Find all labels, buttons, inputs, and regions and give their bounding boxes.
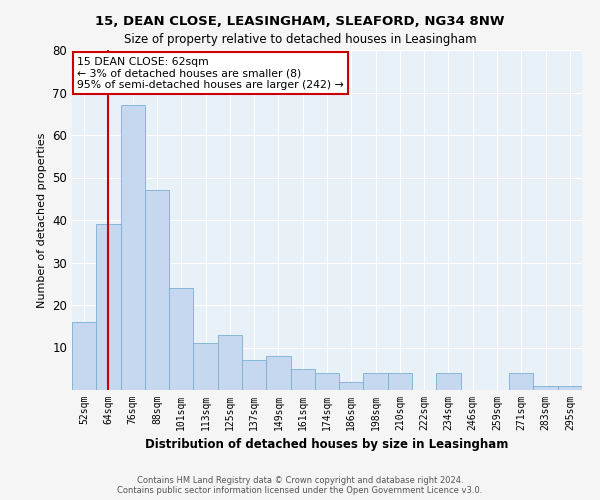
Bar	[72, 322, 96, 390]
Bar	[290, 369, 315, 390]
Bar	[96, 224, 121, 390]
Bar	[169, 288, 193, 390]
Text: 15 DEAN CLOSE: 62sqm
← 3% of detached houses are smaller (8)
95% of semi-detache: 15 DEAN CLOSE: 62sqm ← 3% of detached ho…	[77, 57, 344, 90]
Bar	[364, 373, 388, 390]
Bar	[388, 373, 412, 390]
X-axis label: Distribution of detached houses by size in Leasingham: Distribution of detached houses by size …	[145, 438, 509, 452]
Bar	[509, 373, 533, 390]
Bar	[218, 335, 242, 390]
Text: 15, DEAN CLOSE, LEASINGHAM, SLEAFORD, NG34 8NW: 15, DEAN CLOSE, LEASINGHAM, SLEAFORD, NG…	[95, 15, 505, 28]
Bar	[121, 106, 145, 390]
Bar	[266, 356, 290, 390]
Text: Size of property relative to detached houses in Leasingham: Size of property relative to detached ho…	[124, 32, 476, 46]
Bar	[193, 343, 218, 390]
Y-axis label: Number of detached properties: Number of detached properties	[37, 132, 47, 308]
Bar	[436, 373, 461, 390]
Bar	[533, 386, 558, 390]
Bar	[558, 386, 582, 390]
Bar	[242, 360, 266, 390]
Text: Contains HM Land Registry data © Crown copyright and database right 2024.
Contai: Contains HM Land Registry data © Crown c…	[118, 476, 482, 495]
Bar	[315, 373, 339, 390]
Bar	[145, 190, 169, 390]
Bar	[339, 382, 364, 390]
